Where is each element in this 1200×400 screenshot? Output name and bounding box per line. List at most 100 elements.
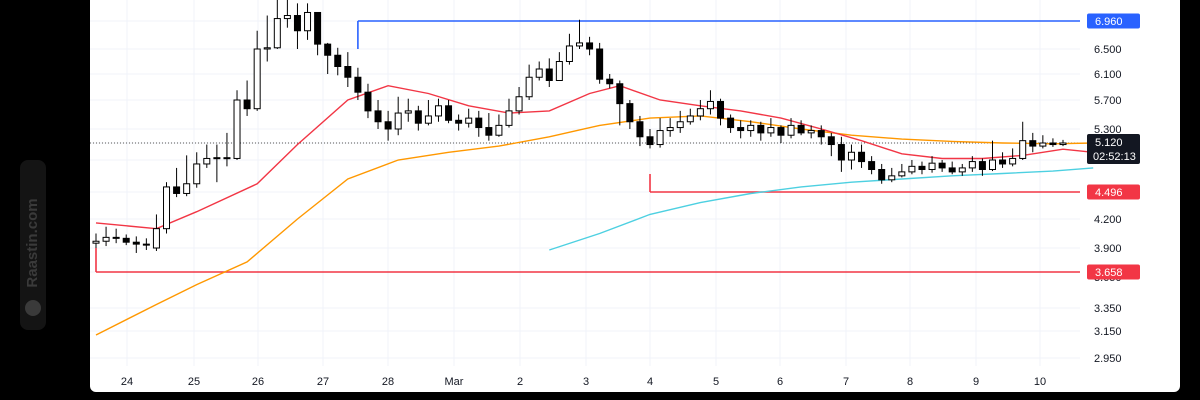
candle <box>394 112 402 130</box>
price-axis-tick-label: 6.100 <box>1094 69 1122 81</box>
candle <box>948 167 956 173</box>
candle <box>988 159 996 171</box>
candle <box>122 237 130 243</box>
time-axis-tick-label: 28 <box>382 376 394 388</box>
candle <box>354 76 362 93</box>
price-axis-tick-label: 3.150 <box>1094 326 1122 338</box>
candle <box>787 124 795 136</box>
time-axis-tick-label: 9 <box>973 376 979 388</box>
candle <box>847 151 855 161</box>
current-price-label: 5.120 <box>1095 137 1123 149</box>
candle <box>535 68 543 78</box>
candle <box>434 105 442 117</box>
candle <box>364 91 372 112</box>
candle <box>545 68 553 81</box>
candle <box>263 47 271 50</box>
candle <box>92 240 100 244</box>
countdown-label: 02:52:13 <box>1093 151 1136 163</box>
candle <box>293 15 301 32</box>
candle <box>928 162 936 171</box>
time-axis-tick-label: 27 <box>317 376 329 388</box>
candle <box>1059 142 1067 146</box>
candle <box>817 130 825 138</box>
candle <box>978 161 986 171</box>
time-axis-tick-label: Mar <box>445 376 464 388</box>
support-low-price-label-box <box>1087 264 1140 280</box>
candle <box>938 162 946 169</box>
candle <box>666 127 674 132</box>
raastin-logo-icon <box>25 300 41 316</box>
candle <box>414 110 422 124</box>
candle <box>727 117 735 129</box>
candle <box>676 121 684 129</box>
candle <box>334 54 342 67</box>
candle <box>686 115 694 123</box>
time-axis-tick-label: 3 <box>583 376 589 388</box>
candle <box>777 127 785 136</box>
candle <box>525 76 533 98</box>
candle <box>132 241 140 245</box>
candle <box>576 42 583 47</box>
moving-average-cyan <box>549 167 1094 251</box>
candle <box>183 183 191 194</box>
candle <box>314 11 322 45</box>
candle <box>717 100 725 119</box>
candle <box>968 161 976 169</box>
candle <box>616 83 624 105</box>
time-axis-tick-label: 26 <box>252 376 264 388</box>
candle <box>152 228 160 249</box>
candle <box>102 236 110 242</box>
price-axis-tick-label: 6.500 <box>1094 44 1122 56</box>
candle <box>958 167 966 173</box>
candle <box>243 99 251 110</box>
candle <box>213 157 221 160</box>
candle <box>747 124 755 132</box>
time-axis-tick-label: 8 <box>907 376 913 388</box>
candle <box>223 157 231 160</box>
candle <box>233 99 241 159</box>
candle <box>797 124 805 134</box>
candle <box>837 144 845 161</box>
moving-average-orange <box>95 115 1094 336</box>
candle <box>273 18 281 49</box>
candle <box>565 45 573 62</box>
candle <box>203 157 211 165</box>
time-axis-tick-label: 6 <box>777 376 783 388</box>
candle <box>646 136 654 146</box>
time-axis-tick-label: 25 <box>188 376 200 388</box>
candle <box>485 127 493 136</box>
candle <box>888 175 896 181</box>
watermark: Raastin.com <box>20 160 46 330</box>
candle <box>757 124 765 134</box>
candle <box>898 171 906 177</box>
chart-panel[interactable]: 2.9503.1503.3503.9004.2004.9005.3005.700… <box>90 0 1180 392</box>
candle <box>465 117 473 124</box>
price-axis-tick-label: 5.700 <box>1094 95 1122 107</box>
candle <box>173 186 181 194</box>
candle <box>163 186 171 230</box>
candle <box>424 115 432 124</box>
time-axis-tick-label: 7 <box>843 376 849 388</box>
candle <box>696 108 704 117</box>
candle <box>656 130 664 146</box>
candle <box>404 110 412 114</box>
candle <box>1009 157 1017 165</box>
candle <box>455 119 463 124</box>
candle <box>999 159 1007 165</box>
price-axis-tick-label: 2.950 <box>1094 353 1122 365</box>
candle <box>555 61 563 81</box>
candlestick-chart[interactable]: 2.9503.1503.3503.9004.2004.9005.3005.700… <box>90 0 1180 392</box>
candle <box>827 136 835 146</box>
candle <box>858 151 866 163</box>
time-axis-tick-label: 2 <box>517 376 523 388</box>
candle <box>1019 140 1027 159</box>
resistance-price-label: 6.960 <box>1095 16 1123 28</box>
time-axis-tick-label: 24 <box>121 376 133 388</box>
candle <box>1039 142 1047 147</box>
candle <box>445 105 453 121</box>
resistance-price-label-box <box>1087 13 1140 29</box>
time-axis-tick-label: 10 <box>1034 376 1046 388</box>
candle <box>253 48 261 110</box>
candle <box>767 127 775 134</box>
